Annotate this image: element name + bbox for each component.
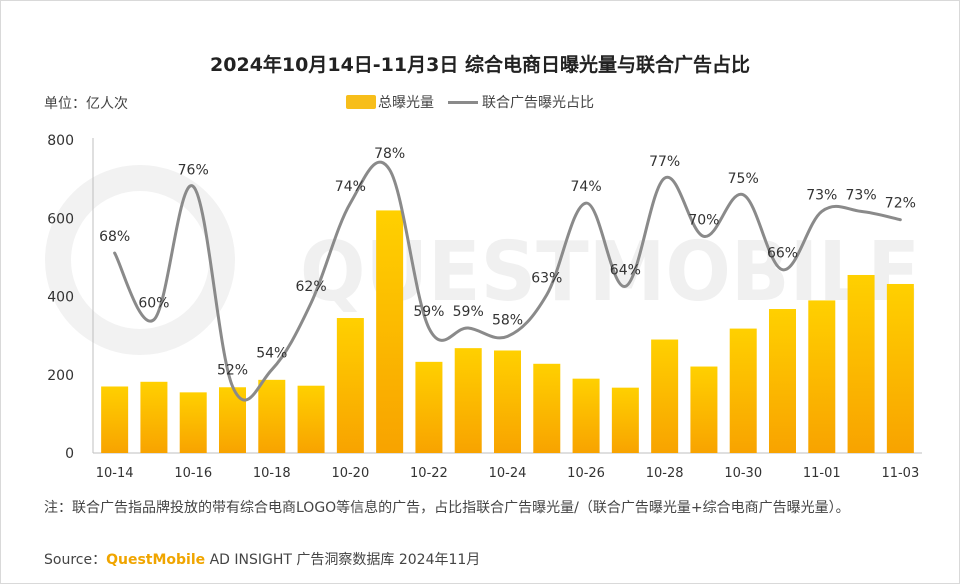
line-data-label: 68% xyxy=(99,229,130,245)
x-tick-label: 10-20 xyxy=(331,466,369,481)
line-data-label: 64% xyxy=(610,262,641,278)
bar xyxy=(258,379,286,453)
bar xyxy=(769,309,796,453)
source-rest: AD INSIGHT 广告洞察数据库 2024年11月 xyxy=(205,552,481,568)
bar xyxy=(101,386,129,453)
line-data-label: 76% xyxy=(178,162,209,178)
line-data-label: 62% xyxy=(296,279,327,295)
x-tick-label: 11-01 xyxy=(803,466,841,481)
line-data-label: 66% xyxy=(767,246,798,262)
bar xyxy=(847,274,875,453)
bar xyxy=(297,385,325,453)
source-prefix: Source： xyxy=(44,552,107,568)
x-tick-label: 10-22 xyxy=(410,466,448,481)
x-tick-label: 10-30 xyxy=(724,466,762,481)
bar xyxy=(376,210,404,453)
y-tick-label: 400 xyxy=(47,290,74,306)
line-data-label: 70% xyxy=(688,212,719,228)
bar xyxy=(494,350,521,453)
x-tick-label: 10-24 xyxy=(489,466,527,481)
chart-title: 2024年10月14日-11月3日 综合电商日曝光量与联合广告占比 xyxy=(210,54,750,76)
line-data-label: 74% xyxy=(335,179,366,195)
bar xyxy=(336,318,364,453)
line-data-label: 75% xyxy=(728,171,759,187)
line-data-label: 73% xyxy=(846,187,877,203)
line-data-label: 58% xyxy=(492,312,523,328)
y-tick-label: 200 xyxy=(47,368,74,384)
watermark-logo-ring xyxy=(45,165,235,355)
y-tick-label: 0 xyxy=(65,446,74,462)
legend: 总曝光量 联合广告曝光占比 xyxy=(346,92,594,112)
line-data-label: 63% xyxy=(531,271,562,287)
bar xyxy=(140,381,168,453)
line-data-label: 59% xyxy=(413,304,444,320)
bar xyxy=(808,300,836,453)
x-tick-label: 10-28 xyxy=(646,466,684,481)
x-tick-label: 10-16 xyxy=(174,466,212,481)
bar xyxy=(454,348,482,453)
x-tick-label: 10-26 xyxy=(567,466,605,481)
source-brand: QuestMobile xyxy=(106,552,206,568)
line-data-label: 72% xyxy=(885,196,916,212)
source-line: Source：QuestMobile AD INSIGHT 广告洞察数据库 20… xyxy=(44,549,480,569)
footnote: 注：联合广告指品牌投放的带有综合电商LOGO等信息的广告，占比指联合广告曝光量/… xyxy=(44,500,850,516)
bar xyxy=(415,361,443,453)
y-tick-label: 800 xyxy=(47,133,74,149)
line-data-label: 60% xyxy=(138,296,169,312)
x-tick-label: 10-14 xyxy=(96,466,134,481)
bar xyxy=(651,339,679,453)
bar xyxy=(886,283,914,453)
legend-line-label: 联合广告曝光占比 xyxy=(482,95,594,111)
unit-label: 单位：亿人次 xyxy=(44,96,128,112)
bar xyxy=(179,392,207,453)
line-data-label: 54% xyxy=(256,346,287,362)
line-data-label: 78% xyxy=(374,146,405,162)
bar xyxy=(572,378,600,453)
legend-line-swatch xyxy=(448,100,478,104)
share-line xyxy=(113,160,902,402)
line-data-label: 74% xyxy=(571,179,602,195)
legend-bar-swatch xyxy=(346,95,376,109)
line-data-label: 52% xyxy=(217,362,248,378)
line-data-label: 59% xyxy=(453,304,484,320)
x-tick-label: 11-03 xyxy=(881,466,919,481)
y-tick-label: 600 xyxy=(47,211,74,227)
x-tick-label: 10-18 xyxy=(253,466,291,481)
bar xyxy=(690,366,718,453)
line-data-label: 73% xyxy=(806,187,837,203)
bar xyxy=(533,363,561,453)
bar xyxy=(219,387,246,453)
bar xyxy=(611,387,639,453)
bar xyxy=(729,328,757,453)
legend-bar-label: 总曝光量 xyxy=(378,95,434,111)
line-data-label: 77% xyxy=(649,154,680,170)
